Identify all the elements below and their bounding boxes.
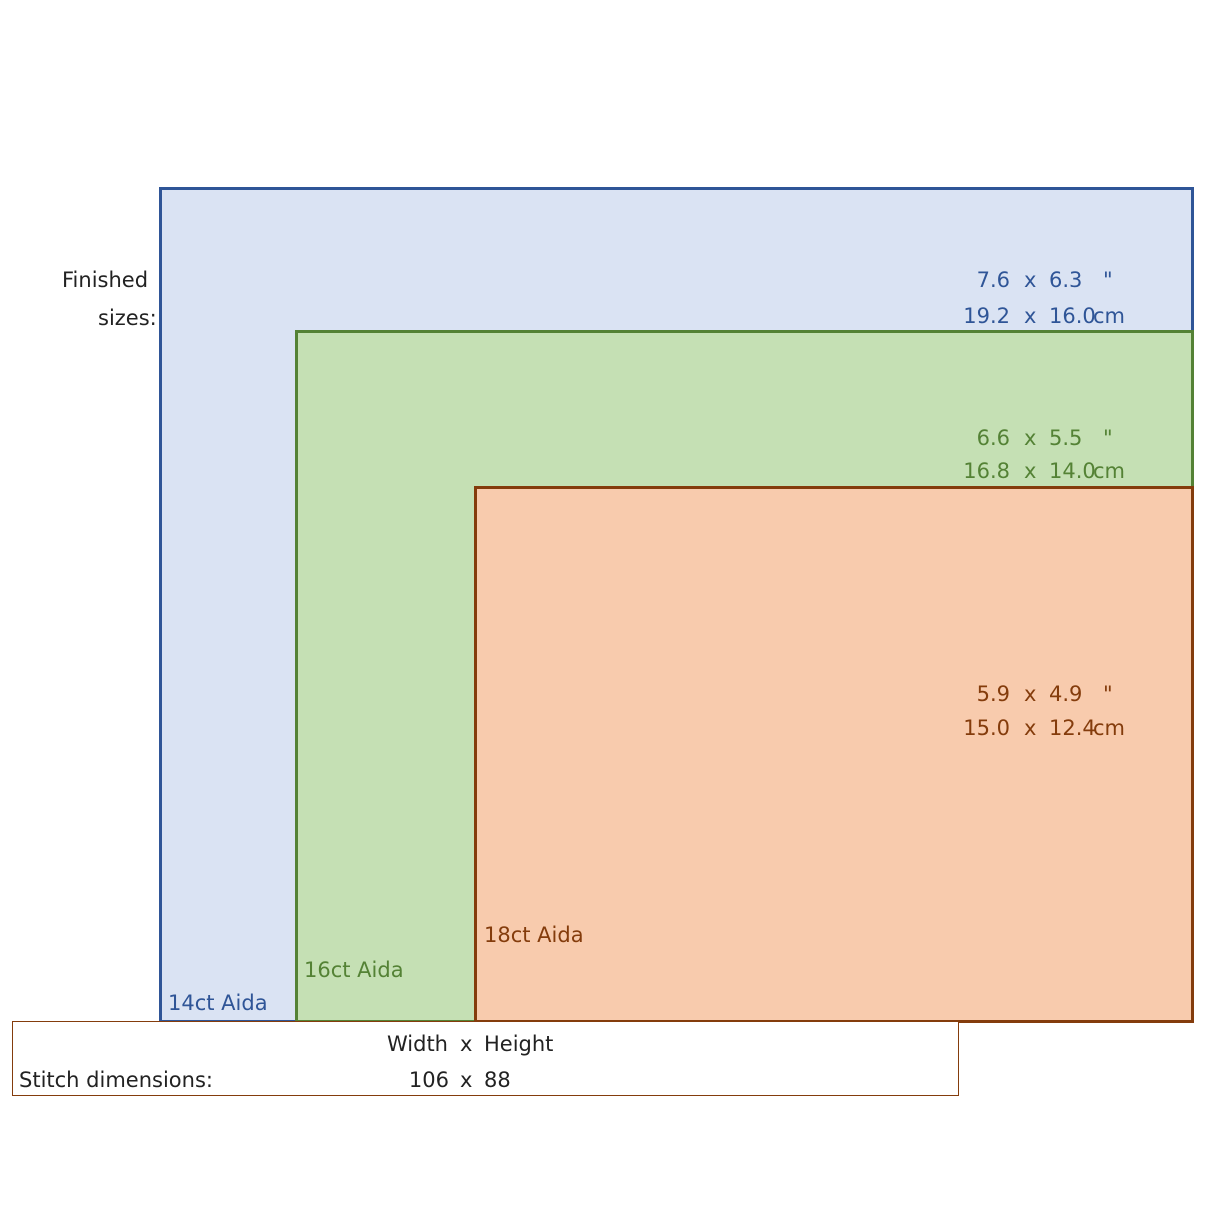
size-unit: cm: [1093, 459, 1126, 483]
size-times: x: [1024, 426, 1037, 450]
stitch-width-value: 106: [408, 1068, 449, 1092]
size-16ct-inches: 6.6 x 5.5 ": [0, 425, 1217, 451]
stitch-dimensions-label: Stitch dimensions:: [19, 1068, 213, 1092]
stitch-dimensions-box: [12, 1021, 959, 1096]
size-height: 14.0: [1049, 459, 1096, 483]
size-unit: ": [1103, 268, 1113, 292]
fabric-18ct-label: 18ct Aida: [484, 923, 584, 947]
stitch-height-value: 88: [484, 1068, 511, 1092]
stitch-header-height: Height: [484, 1032, 554, 1056]
stitch-header-width: Width: [386, 1032, 448, 1056]
size-width: 7.6: [976, 268, 1010, 292]
size-14ct-inches: 7.6 x 6.3 ": [0, 267, 1217, 293]
stitch-header-times: x: [460, 1032, 473, 1056]
size-width: 15.0: [963, 716, 1010, 740]
size-unit: ": [1103, 426, 1113, 450]
fabric-16ct-label: 16ct Aida: [304, 958, 404, 982]
size-unit: cm: [1093, 716, 1126, 740]
size-height: 6.3: [1049, 268, 1083, 292]
size-times: x: [1024, 268, 1037, 292]
fabric-14ct-label: 14ct Aida: [168, 991, 268, 1015]
size-times: x: [1024, 459, 1037, 483]
stitch-times: x: [460, 1068, 473, 1092]
size-times: x: [1024, 682, 1037, 706]
finished-sizes-label-line1: Finished: [62, 268, 149, 292]
size-unit: ": [1103, 682, 1113, 706]
size-height: 12.4: [1049, 716, 1096, 740]
size-width: 19.2: [963, 304, 1010, 328]
size-height: 16.0: [1049, 304, 1096, 328]
size-unit: cm: [1093, 304, 1126, 328]
size-18ct-cm: 15.0 x 12.4 cm: [0, 715, 1217, 741]
finished-sizes-label-line2: sizes:: [98, 306, 157, 330]
size-width: 6.6: [976, 426, 1010, 450]
size-times: x: [1024, 304, 1037, 328]
size-14ct-cm: 19.2 x 16.0 cm: [0, 303, 1217, 329]
size-width: 5.9: [976, 682, 1010, 706]
size-height: 4.9: [1049, 682, 1083, 706]
size-16ct-cm: 16.8 x 14.0 cm: [0, 458, 1217, 484]
size-times: x: [1024, 716, 1037, 740]
size-width: 16.8: [963, 459, 1010, 483]
size-height: 5.5: [1049, 426, 1083, 450]
size-18ct-inches: 5.9 x 4.9 ": [0, 681, 1217, 707]
